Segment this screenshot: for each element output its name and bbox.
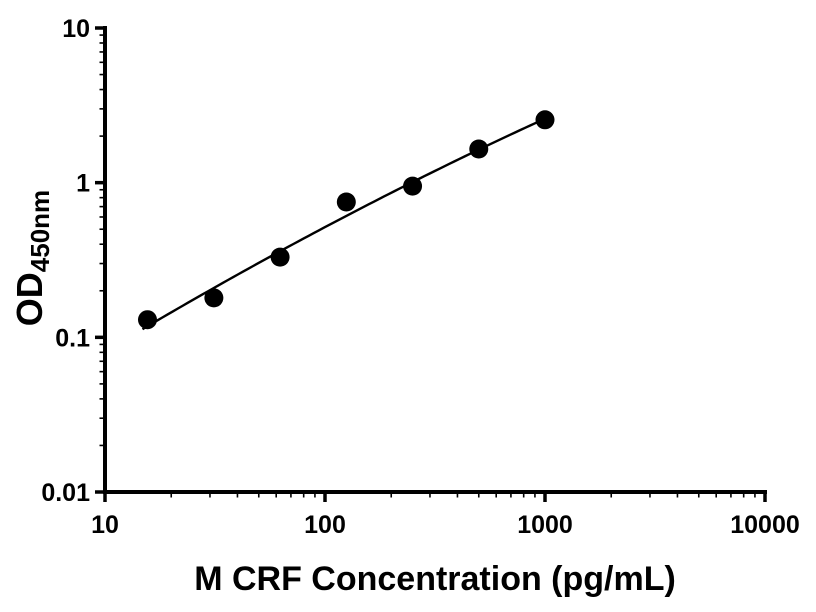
data-point [535,110,555,130]
y-tick-label: 10 [62,15,90,43]
x-axis-title: M CRF Concentration (pg/mL) [194,560,676,598]
y-tick-label: 1 [76,170,90,198]
data-point [137,310,157,330]
data-point [336,192,356,212]
y-axis-title-main: OD [9,272,50,327]
y-tick-label: 0.1 [55,324,90,352]
axis-lines [103,26,767,494]
x-tick-label: 100 [304,511,346,539]
data-point [204,288,224,308]
data-point [270,247,290,267]
y-axis-title: OD450nm [8,108,55,408]
x-tick-label: 1000 [517,511,573,539]
data-point [469,139,489,159]
y-axis-title-subscript: 450nm [25,189,55,273]
x-tick-label: 10000 [730,511,800,539]
x-tick-label: 10 [91,511,119,539]
data-point [403,176,423,196]
y-tick-label: 0.01 [41,479,90,507]
